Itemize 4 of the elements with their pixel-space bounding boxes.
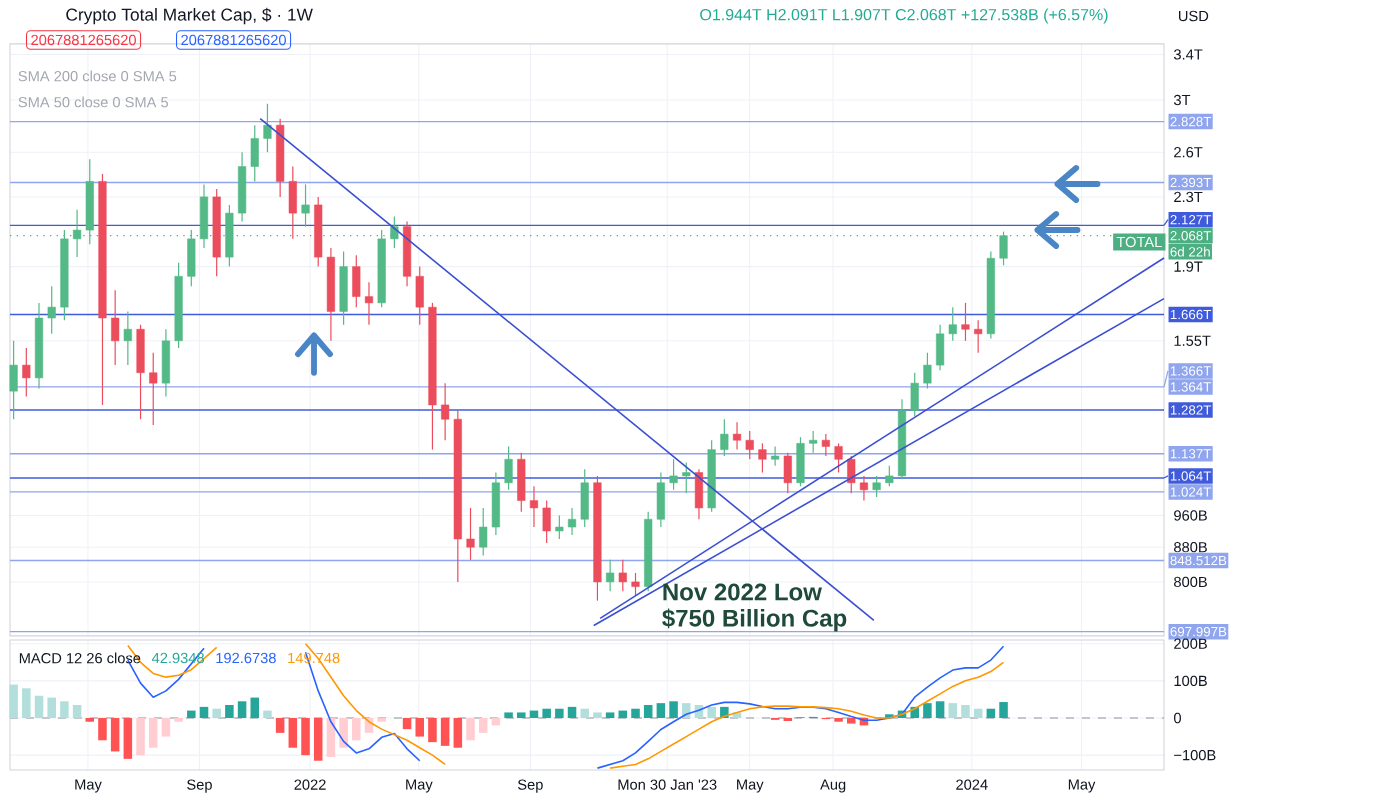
chart-subtitle: O1.944T H2.091T L1.907T C2.068T +127.538B (+6.57%) [700,8,1108,24]
annotation: Nov 2022 Low [663,583,822,601]
chart-title: Crypto Total Market Cap, $ · 1W [66,7,313,25]
annotation: $750 Billion Cap [662,608,847,632]
